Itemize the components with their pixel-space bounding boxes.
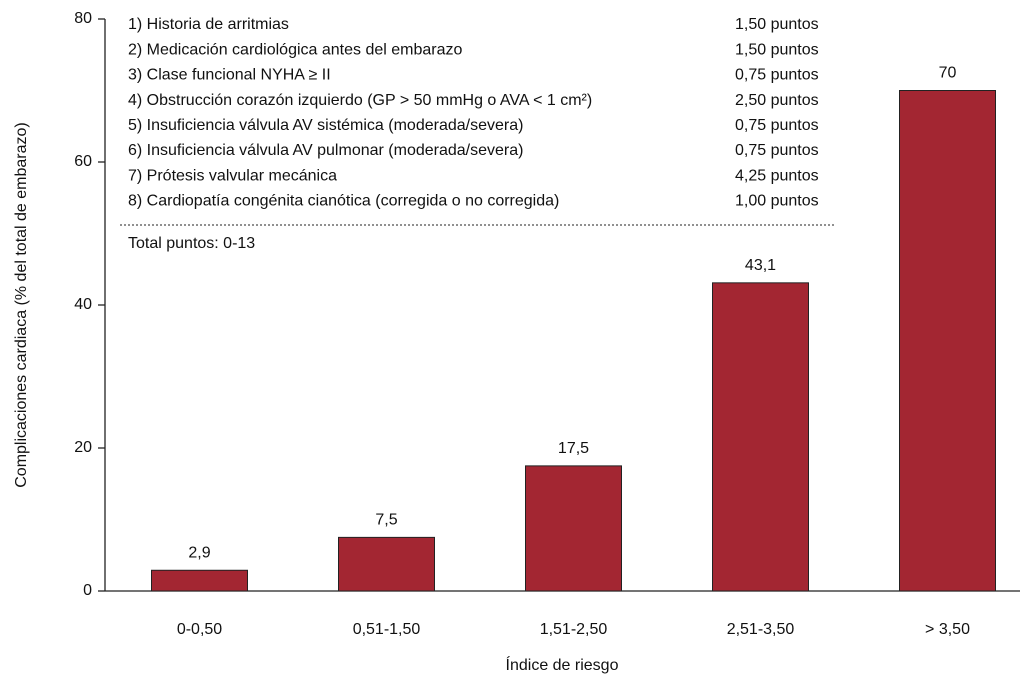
data-label: 70 xyxy=(939,65,957,82)
annotation-total: Total puntos: 0-13 xyxy=(128,235,255,252)
data-label: 2,9 xyxy=(188,544,210,561)
annotation-item: 2) Medicación cardiológica antes del emb… xyxy=(128,41,463,58)
annotation-points: 2,50 puntos xyxy=(735,92,819,109)
annotation-item: 4) Obstrucción corazón izquierdo (GP > 5… xyxy=(128,92,592,109)
annotation-item: 1) Historia de arritmias xyxy=(128,16,289,33)
y-tick-label: 20 xyxy=(74,439,92,456)
bar xyxy=(525,465,622,592)
bar xyxy=(899,90,996,592)
annotation-points: 1,50 puntos xyxy=(735,16,819,33)
x-tick-label: > 3,50 xyxy=(925,621,970,638)
data-label: 7,5 xyxy=(375,512,397,529)
annotation-points: 1,00 puntos xyxy=(735,193,819,210)
bar xyxy=(151,569,248,592)
annotation-item: 8) Cardiopatía congénita cianótica (corr… xyxy=(128,193,559,210)
data-label: 43,1 xyxy=(745,257,776,274)
annotation-points: 0,75 puntos xyxy=(735,117,819,134)
annotation-points: 0,75 puntos xyxy=(735,67,819,84)
x-tick-label: 2,51-3,50 xyxy=(727,621,795,638)
y-tick-label: 40 xyxy=(74,296,92,313)
y-tick-label: 80 xyxy=(74,10,92,27)
annotation-item: 7) Prótesis valvular mecánica xyxy=(128,167,337,184)
x-axis-label: Índice de riesgo xyxy=(506,655,619,674)
bar xyxy=(712,282,809,592)
x-tick-label: 0,51-1,50 xyxy=(353,621,421,638)
bar xyxy=(338,536,435,592)
y-tick-label: 0 xyxy=(83,582,92,599)
annotation-item: 6) Insuficiencia válvula AV pulmonar (mo… xyxy=(128,142,523,159)
annotation-points: 4,25 puntos xyxy=(735,167,819,184)
y-axis-label: Complicaciones cardiaca (% del total de … xyxy=(13,122,30,488)
annotation-item: 3) Clase funcional NYHA ≥ II xyxy=(128,67,331,84)
data-label: 17,5 xyxy=(558,440,589,457)
y-tick-label: 60 xyxy=(74,153,92,170)
annotation-item: 5) Insuficiencia válvula AV sistémica (m… xyxy=(128,117,523,134)
annotation-points: 1,50 puntos xyxy=(735,41,819,58)
x-tick-label: 1,51-2,50 xyxy=(540,621,608,638)
annotation-points: 0,75 puntos xyxy=(735,142,819,159)
x-tick-label: 0-0,50 xyxy=(177,621,222,638)
